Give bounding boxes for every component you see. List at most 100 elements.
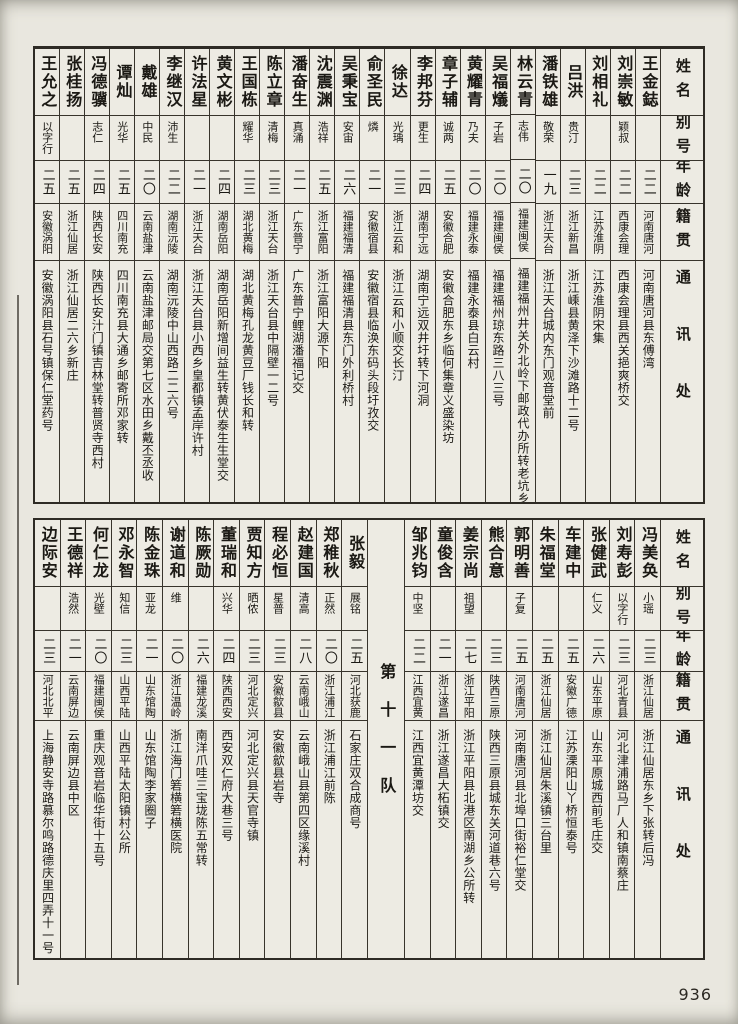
name-value: 冯德骥: [88, 55, 108, 109]
person-column: 郭明善 子复 二五 河南唐河 河南唐河县北埠口街裕仁堂交: [506, 520, 532, 958]
address-cell: 浙江天台县小西乡皇都镇孟岸许村: [185, 261, 209, 502]
alias-cell: 维: [163, 587, 188, 631]
alias-cell: 耀华: [235, 116, 260, 161]
person-column: 戴雄 中民 二〇 云南盐津 云南盐津邮局交第七区水田乡戴丕丞收: [134, 49, 160, 502]
address-value: 西康会理县西关挹爽桥交: [616, 269, 631, 407]
name-value: 陈厥勋: [192, 526, 212, 580]
alias-cell: 乃夫: [460, 116, 485, 161]
address-value: 浙江仙居二六乡新庄: [65, 269, 80, 382]
alias-cell: 真涌: [285, 116, 310, 161]
alias-cell: 浩祥: [310, 116, 335, 161]
name-cell: 熊合意: [481, 520, 507, 587]
name-value: 冯美奂: [639, 526, 659, 580]
alias-value: 中坚: [410, 592, 424, 614]
alias-cell: [34, 587, 60, 631]
origin-cell: 福建闽侯: [510, 203, 535, 259]
address-cell: 浙江仙居东乡下张转后冯: [635, 721, 660, 958]
name-cell: 贾知方: [239, 520, 265, 587]
name-value: 陈金珠: [141, 526, 161, 580]
alias-cell: [59, 116, 84, 161]
header-alias-cell: 别号: [661, 587, 703, 631]
age-cell: 二四: [84, 161, 109, 204]
person-column: 王金鋕 二二 河南唐河 河南唐河县东傅湾: [634, 49, 660, 502]
alias-value: 晒侬: [245, 592, 259, 614]
name-value: 吴福燨: [489, 55, 509, 109]
address-cell: 山西平陆太阳镇村公所: [112, 721, 137, 958]
name-cell: 冯德骥: [84, 49, 109, 116]
address-value: 石家庄双合成商号: [347, 729, 362, 829]
name-value: 张毅: [346, 535, 365, 571]
origin-value: 河北北平: [41, 674, 55, 718]
name-value: 王金鋕: [639, 55, 659, 109]
alias-cell: [185, 116, 210, 161]
address-value: 重庆观音岩临华街十五号: [91, 729, 106, 867]
origin-cell: 安徽歙县: [265, 672, 291, 721]
name-cell: 黄文彬: [210, 49, 235, 116]
name-cell: 车建中: [558, 520, 584, 587]
address-cell: 石家庄双合成商号: [342, 721, 367, 958]
origin-value: 江西宜黄: [410, 674, 424, 718]
age-cell: 二五: [109, 161, 135, 204]
alias-cell: 光瑀: [385, 116, 410, 161]
name-cell: 赵建国: [291, 520, 316, 587]
person-column: 章子辅 诚两 二五 安徽合肥 安徽合肥东乡临何集章义盛染坊: [434, 49, 460, 502]
header-alias-label: 别号: [673, 116, 692, 161]
age-cell: 二〇: [163, 631, 188, 672]
origin-value: 安徽涡阳: [40, 210, 54, 254]
alias-value: 真涌: [291, 121, 305, 143]
alias-value: 耀华: [241, 121, 254, 143]
name-cell: 许法星: [185, 49, 210, 116]
address-cell: 浙江云和小顺交长汀: [385, 261, 409, 502]
age-value: 二〇: [139, 168, 155, 196]
address-value: 云南屏边县中区: [66, 729, 81, 817]
origin-value: 广东普宁: [291, 210, 305, 254]
origin-value: 西康会理: [616, 210, 630, 254]
name-cell: 徐达: [385, 49, 410, 116]
alias-cell: 小瑶: [635, 587, 660, 631]
age-value: 二〇: [91, 637, 107, 665]
origin-value: 安徽广德: [564, 674, 578, 718]
age-value: 二五: [315, 168, 331, 196]
age-value: 二三: [390, 168, 406, 196]
person-column: 冯德骥 志仁 二四 陕西长安 陕西长安汁门镇吉林堂转普贤寺西村: [83, 49, 109, 502]
alias-value: 志仁: [90, 121, 104, 143]
age-cell: 二七: [456, 631, 481, 672]
person-column: 吕洪 贵汀 二三 浙江新昌 浙江嵊县黄泽下沙滩路十二号: [559, 49, 585, 502]
address-value: 云南盐津邮局交第七区水田乡戴丕丞收: [140, 269, 155, 482]
name-cell: 董瑞和: [214, 520, 239, 587]
origin-value: 河北获鹿: [348, 674, 362, 718]
name-value: 何仁龙: [89, 526, 109, 580]
name-value: 边际安: [38, 526, 58, 580]
origin-cell: 河北获鹿: [342, 672, 367, 721]
name-value: 李邦芬: [413, 55, 433, 109]
origin-cell: 福建龙溪: [188, 672, 214, 721]
person-column: 张毅 展铭 二五 河北获鹿 石家庄双合成商号: [341, 520, 367, 958]
alias-cell: 子复: [507, 587, 532, 631]
person-column: 林云青 志伟 二〇 福建闽侯 福建福州井关外北岭下邮政代办所转老坑乡: [509, 49, 535, 502]
age-cell: 二一: [360, 161, 385, 204]
address-value: 安徽歙县岩寺: [271, 729, 286, 804]
age-cell: 一九: [535, 161, 560, 204]
alias-value: 乃夫: [466, 121, 480, 143]
name-value: 邹兆钧: [408, 526, 428, 580]
address-cell: 安徽宿县临涣东码头段圩孜交: [360, 261, 384, 502]
name-value: 程必恒: [269, 526, 289, 580]
address-value: 湖北黄梅孔龙黄豆厂钱长和转: [240, 269, 255, 432]
alias-value: 亚龙: [143, 592, 157, 614]
person-column: 冯美奂 小瑶 二三 浙江仙居 浙江仙居东乡下张转后冯: [634, 520, 660, 958]
origin-value: 浙江温岭: [169, 674, 183, 718]
name-cell: 程必恒: [265, 520, 291, 587]
age-value: 二〇: [168, 637, 184, 665]
address-cell: 上海静安寺路慕尔鸣路德庆里四弄十一号: [35, 721, 60, 958]
name-value: 赵建国: [294, 526, 314, 580]
origin-cell: 陕西三原: [481, 672, 507, 721]
header-origin-cell: 籍贯: [661, 204, 703, 261]
name-value: 郭明善: [511, 526, 531, 580]
name-value: 潘铁雄: [539, 55, 559, 109]
person-column: 王国栋 耀华 二三 湖北黄梅 湖北黄梅孔龙黄豆厂钱长和转: [234, 49, 260, 502]
address-value: 浙江云和小顺交长汀: [390, 269, 405, 382]
origin-cell: 浙江云和: [385, 204, 410, 261]
alias-cell: 贵汀: [560, 116, 585, 161]
alias-value: 燐: [366, 121, 380, 132]
person-column: 许法星 二一 浙江天台 浙江天台县小西乡皇都镇孟岸许村: [184, 49, 210, 502]
